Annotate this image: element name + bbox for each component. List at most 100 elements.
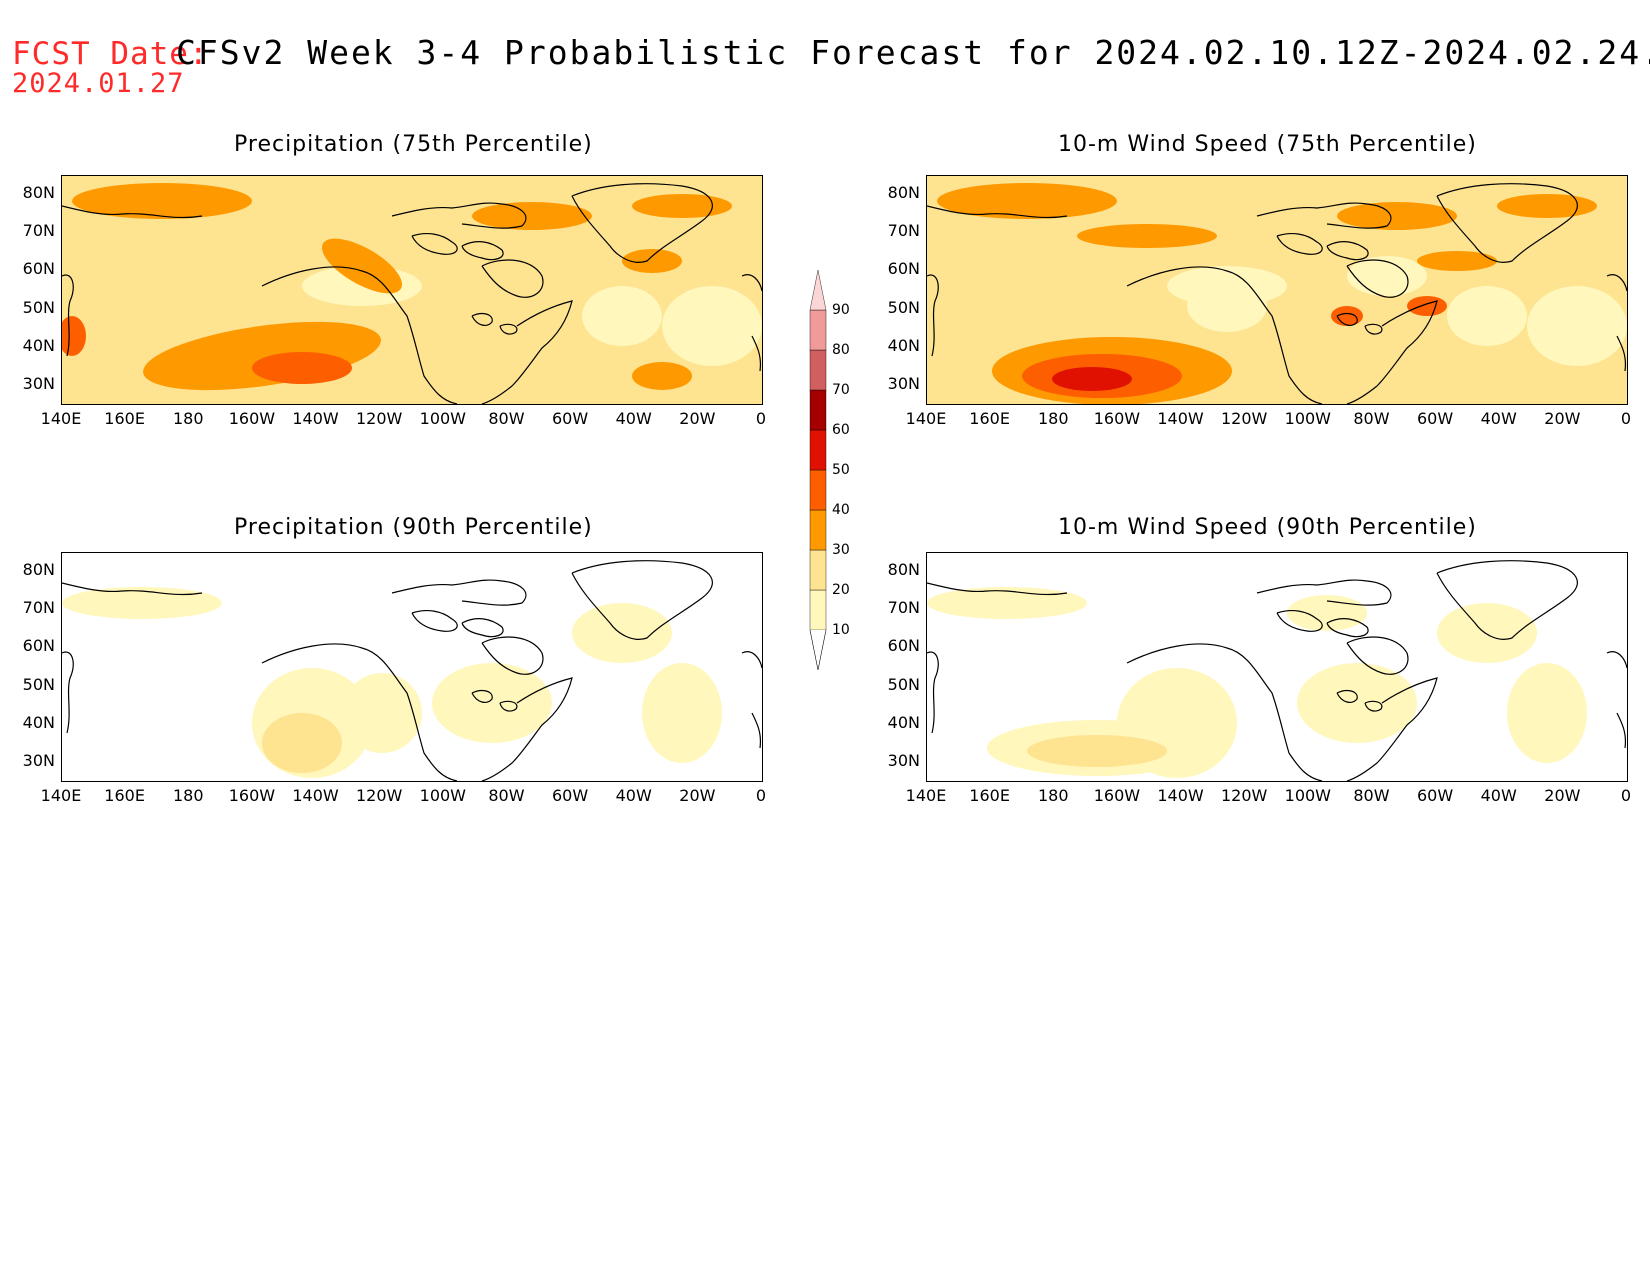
lat-tick-label: 50N [887,674,920,694]
shaded-region [262,713,342,773]
coastline [1276,609,1323,632]
colorbar-bottom-arrow [809,629,827,671]
coastline [571,560,713,640]
lat-tick-label: 50N [887,297,920,317]
coastline [499,323,518,335]
coastline [471,312,493,326]
coastline [62,651,74,734]
lat-tick-label: 40N [22,335,55,355]
shaded-region [1052,367,1132,391]
coastline [62,274,74,357]
lat-tick-label: 50N [22,297,55,317]
lon-tick-label: 60W [1416,409,1454,428]
lon-tick-label: 40W [615,786,652,805]
map-precip-90 [61,552,763,782]
lon-tick-label: 100W [1284,786,1331,805]
colorbar-tick-label: 70 [832,382,850,398]
lat-tick-label: 80N [22,560,55,579]
coastline [481,636,544,675]
colorbar-segment [809,429,827,471]
coastline [62,205,203,219]
lat-tick-label: 70N [887,221,920,241]
lon-tick-label: 180 [172,409,204,428]
lon-tick-label: 140W [1157,409,1204,428]
lon-tick-label: 160W [1093,409,1141,428]
lon-tick-label: 160W [228,409,276,428]
colorbar-tick-label: 90 [832,302,850,318]
shaded-region [472,202,592,230]
lon-tick-label: 180 [172,786,204,805]
lon-tick-label: 160E [104,409,145,428]
shaded-region [642,663,722,763]
shaded-region [1497,194,1597,218]
shaded-region [1337,202,1457,230]
colorbar-tick-label: 50 [832,462,850,478]
panel-title-precip-90: Precipitation (90th Percentile) [234,515,593,540]
coastline [1126,643,1323,781]
lon-tick-label: 140E [40,409,82,428]
coastline [471,689,493,703]
shaded-region [1527,286,1627,366]
colorbar-segment [809,509,827,551]
shaded-region [1297,663,1417,743]
shaded-region [632,194,732,218]
coastline [1606,274,1627,372]
colorbar-segment [809,469,827,511]
lon-tick-label: 0 [1620,786,1632,805]
shaded-region [252,352,352,384]
lon-tick-label: 60W [551,409,589,428]
lon-tick-label: 120W [355,786,403,805]
coastline [1346,300,1438,404]
lon-tick-label: 160E [969,409,1010,428]
coastline [927,274,939,357]
coastline [1364,700,1383,712]
lon-tick-label: 20W [1544,786,1581,805]
shaded-region [1507,663,1587,763]
colorbar-tick-label: 60 [832,422,850,438]
shaded-region [1407,296,1447,316]
shaded-region [622,249,682,273]
lat-tick-label: 70N [22,598,55,618]
lon-tick-label: 140E [905,409,947,428]
lon-tick-label: 20W [679,786,716,805]
coastline [1346,636,1409,675]
lat-tick-label: 70N [22,221,55,241]
coastline [481,300,573,404]
map-wind-90 [926,552,1628,782]
colorbar-segment [809,389,827,431]
colorbar-segment [809,349,827,391]
coastline [927,651,939,734]
lon-tick-label: 100W [1284,409,1331,428]
lon-tick-label: 140W [292,786,339,805]
coastline [571,183,713,263]
lon-tick-label: 80W [488,409,525,428]
lon-tick-label: 140E [40,786,82,805]
coastline [927,205,1068,219]
coastline [391,202,527,229]
colorbar-tick-label: 20 [832,582,850,598]
coastline [411,232,458,255]
lon-tick-label: 40W [1480,409,1517,428]
coastline [499,700,518,712]
lat-tick-label: 60N [887,636,920,656]
shaded-region [1287,595,1367,631]
forecast-date-value: 2024.01.27 [12,68,185,99]
coastline [391,579,527,606]
panel-title-wind-75: 10-m Wind Speed (75th Percentile) [1058,132,1477,157]
coastline [1346,677,1438,781]
lon-tick-label: 180 [1037,409,1069,428]
lat-tick-label: 50N [22,674,55,694]
lon-tick-label: 120W [1220,786,1268,805]
lon-tick-label: 0 [1620,409,1632,428]
lon-tick-label: 80W [1353,409,1390,428]
coastline [1436,183,1578,263]
lon-tick-label: 0 [755,409,767,428]
coastline [461,618,504,638]
shaded-region [582,286,662,346]
lon-tick-label: 160W [1093,786,1141,805]
shaded-region [1331,306,1363,326]
coastline [1364,323,1383,335]
lat-tick-label: 80N [22,183,55,202]
coastline [411,609,458,632]
figure-title: CFSv2 Week 3-4 Probabilistic Forecast fo… [176,33,1650,72]
